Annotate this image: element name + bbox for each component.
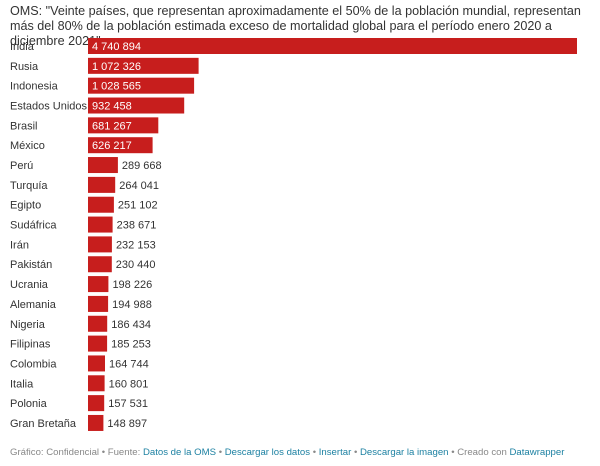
bar (88, 414, 104, 431)
bar (88, 315, 108, 332)
chart-footer: Gráfico: Confidencial • Fuente: Datos de… (10, 447, 595, 458)
bar (88, 276, 109, 293)
bar (88, 236, 112, 253)
bar (88, 295, 109, 312)
datawrapper-link[interactable]: Datawrapper (509, 447, 565, 458)
category-label: Rusia (10, 61, 39, 73)
bar (88, 355, 105, 372)
bar-chart: India Rusia Indonesia Estados Unidos Brasil M… (10, 38, 577, 431)
value-label: 160 801 (109, 378, 149, 390)
value-label: 932 458 (92, 101, 132, 113)
value-label: 1 072 326 (92, 61, 141, 73)
value-label: 232 153 (116, 239, 156, 251)
bar (88, 97, 185, 114)
category-label: Pakistán (10, 259, 52, 271)
bar (88, 375, 105, 392)
download-data-link[interactable]: Descargar los datos (224, 447, 311, 458)
value-label: 251 102 (118, 200, 158, 212)
download-image-link[interactable]: Descargar la imagen (359, 447, 449, 458)
value-label: 1 028 565 (92, 81, 141, 93)
value-labels: 4 740 894 1 072 326 1 028 565 932 458 681 26… (92, 41, 162, 430)
value-label: 289 668 (122, 160, 162, 172)
category-label: Gran Bretaña (10, 418, 77, 430)
source-link[interactable]: Datos de la OMS (142, 447, 217, 458)
category-label: Estados Unidos (10, 101, 88, 113)
footer-credit: Gráfico: Confidencial • Fuente: (10, 447, 143, 458)
value-label: 230 440 (116, 259, 156, 271)
value-label: 157 531 (108, 398, 148, 410)
category-label: Indonesia (10, 81, 59, 93)
footer-separator: • (218, 447, 223, 458)
bar (88, 77, 195, 94)
category-label: Colombia (10, 358, 57, 370)
category-label: Alemania (10, 299, 57, 311)
category-label: Italia (10, 378, 34, 390)
bar (88, 57, 199, 74)
bar (88, 176, 116, 193)
embed-link[interactable]: Insertar (318, 447, 352, 458)
category-label: India (10, 41, 35, 53)
value-label: 148 897 (107, 418, 147, 430)
value-label: 198 226 (112, 279, 152, 291)
value-label: 185 253 (111, 339, 151, 351)
bar (88, 137, 153, 154)
category-label: Brasil (10, 120, 38, 132)
bar (88, 38, 577, 54)
category-label: Polonia (10, 398, 48, 410)
bar (88, 216, 113, 233)
category-label: Turquía (10, 180, 48, 192)
value-label: 626 217 (92, 140, 132, 152)
bar (88, 196, 114, 213)
bar (88, 335, 108, 352)
footer-separator: • (451, 447, 455, 458)
category-labels: India Rusia Indonesia Estados Unidos Brasil M… (10, 41, 88, 430)
bar (88, 117, 159, 134)
value-label: 238 671 (117, 220, 157, 232)
value-label: 194 988 (112, 299, 152, 311)
footer-separator: • (312, 447, 317, 458)
category-label: Irán (10, 239, 29, 251)
category-label: México (10, 140, 45, 152)
value-label: 264 041 (119, 180, 159, 192)
category-label: Egipto (10, 200, 41, 212)
chart-title: OMS: "Veinte países, que representan apr… (10, 4, 581, 48)
footer-separator: • (353, 447, 358, 458)
category-label: Sudáfrica (10, 220, 57, 232)
category-label: Nigeria (10, 319, 46, 331)
category-label: Filipinas (10, 339, 51, 351)
bar (88, 256, 112, 273)
category-label: Perú (10, 160, 33, 172)
value-label: 164 744 (109, 358, 149, 370)
value-label: 681 267 (92, 120, 132, 132)
bars (88, 38, 577, 431)
created-with-text: Creado con (457, 447, 507, 458)
category-label: Ucrania (10, 279, 49, 291)
value-label: 4 740 894 (92, 41, 141, 53)
value-label: 186 434 (111, 319, 151, 331)
bar (88, 157, 118, 174)
bar (88, 395, 105, 412)
